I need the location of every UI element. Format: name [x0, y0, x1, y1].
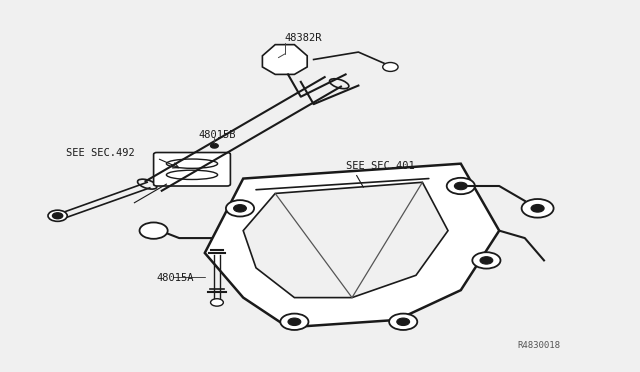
Text: 48015B: 48015B: [198, 129, 236, 140]
Text: SEE SEC.401: SEE SEC.401: [346, 161, 414, 171]
Text: 48015A: 48015A: [157, 273, 195, 283]
Circle shape: [280, 314, 308, 330]
Text: 48382R: 48382R: [285, 33, 323, 43]
Circle shape: [397, 318, 410, 326]
FancyBboxPatch shape: [154, 153, 230, 186]
Circle shape: [389, 314, 417, 330]
Circle shape: [447, 178, 475, 194]
Circle shape: [288, 318, 301, 326]
Circle shape: [211, 144, 218, 148]
Circle shape: [531, 205, 544, 212]
Circle shape: [52, 213, 63, 219]
Circle shape: [472, 252, 500, 269]
Circle shape: [234, 205, 246, 212]
Text: SEE SEC.492: SEE SEC.492: [66, 148, 134, 158]
Polygon shape: [243, 182, 448, 298]
Circle shape: [226, 200, 254, 217]
Polygon shape: [262, 45, 307, 74]
Circle shape: [140, 222, 168, 239]
Circle shape: [383, 62, 398, 71]
Circle shape: [480, 257, 493, 264]
Circle shape: [454, 182, 467, 190]
Circle shape: [522, 199, 554, 218]
Text: R4830018: R4830018: [517, 341, 560, 350]
Polygon shape: [205, 164, 499, 327]
Circle shape: [48, 210, 67, 221]
Circle shape: [211, 299, 223, 306]
